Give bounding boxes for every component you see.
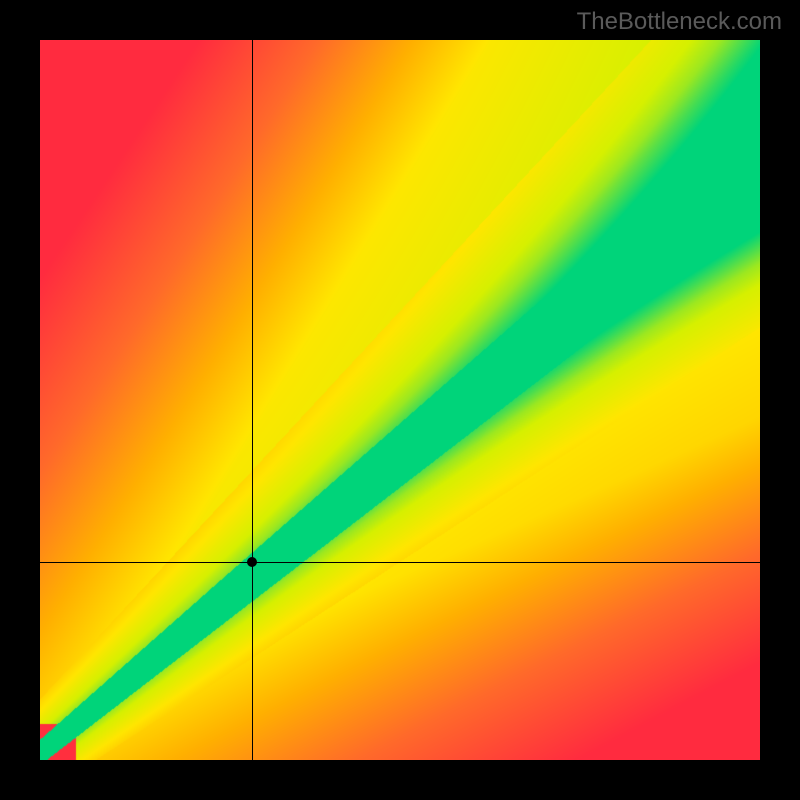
- crosshair-vertical: [252, 40, 253, 760]
- crosshair-marker: [247, 557, 257, 567]
- crosshair-horizontal: [40, 562, 760, 563]
- heatmap-canvas: [40, 40, 760, 760]
- watermark: TheBottleneck.com: [577, 8, 782, 36]
- bottleneck-heatmap: [40, 40, 760, 760]
